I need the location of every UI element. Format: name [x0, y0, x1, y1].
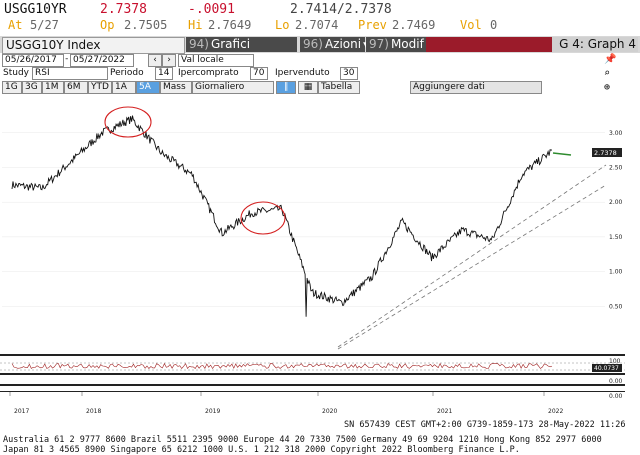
y-tick-label: 1.00 [609, 269, 623, 276]
crosshair-icon[interactable]: ⊕ [604, 82, 611, 93]
rsi-value-tag-text: 40.0737 [594, 365, 619, 372]
y-tick-label: 2.50 [609, 164, 623, 171]
trend-channel-lower [337, 184, 607, 350]
x-tick-label: 2018 [86, 408, 101, 415]
line-chart-icon: ∥ [283, 82, 289, 92]
tab3-label: Modif [390, 37, 424, 51]
y-tick-label: 0.50 [609, 303, 623, 310]
range-button-5a[interactable]: 5A [136, 81, 160, 94]
vol-label: Vol [460, 18, 482, 32]
rsi-separator [0, 373, 625, 375]
date-separator: - [64, 54, 70, 64]
range-button-6m[interactable]: 6M [64, 81, 88, 94]
range-button-ytd[interactable]: YTD [88, 81, 112, 94]
lo-label: Lo [275, 18, 290, 32]
chevron-left-icon: ‹ [153, 55, 157, 65]
next-period-button[interactable]: › [162, 54, 176, 67]
last-price-line [552, 152, 572, 156]
hi-value: 2.7649 [208, 18, 252, 32]
bid-ask: 2.7414/2.7378 [290, 2, 392, 17]
pane-separator [0, 354, 625, 356]
op-label: Op [100, 18, 115, 32]
x-tick-label: 2019 [205, 408, 220, 415]
hi-label: Hi [188, 18, 203, 32]
overbought-label: Ipercomprato [178, 68, 239, 78]
date-from-input[interactable]: 05/26/2017 [2, 54, 64, 67]
range-button-3g[interactable]: 3G [22, 81, 42, 94]
x-tick-label: 2022 [548, 408, 563, 415]
rsi-line [11, 362, 553, 370]
highlight-circle-2019 [240, 201, 286, 235]
x-tick-label: 2017 [14, 408, 29, 415]
magnifier-icon[interactable]: ⌕ [604, 68, 611, 79]
price-change: -.0091 [188, 2, 235, 17]
period-label: Periodo [110, 68, 144, 78]
security-field[interactable]: USGG10Y Index [2, 37, 185, 54]
view-select[interactable]: Val locale [178, 54, 254, 67]
overbought-input[interactable]: 70 [250, 67, 268, 80]
status-line: SN 657439 CEST GMT+2:00 G739-1859-173 28… [344, 420, 626, 430]
y-tick-label: 1.50 [609, 234, 623, 241]
y-tick-label: 3.00 [609, 130, 623, 137]
table-icon: ▦ [303, 82, 313, 92]
chart-background [0, 95, 640, 425]
last-price: 2.7378 [100, 2, 147, 17]
chart-type-button[interactable]: ∥ [276, 81, 296, 94]
ticker: USGG10YR [4, 2, 67, 17]
price-chart[interactable]: 0.50 1.00 1.50 2.00 2.50 3.00 2017 2018 2019 202… [0, 95, 640, 425]
rsi-tick-100: 100 [609, 358, 621, 365]
x-tick-label: 2021 [437, 408, 452, 415]
prev-period-button[interactable]: ‹ [148, 54, 162, 67]
actions-button[interactable]: 96)Azioni▼ [300, 37, 370, 52]
pin-icon[interactable]: 📌 [604, 54, 617, 65]
op-value: 2.7505 [124, 18, 168, 32]
contact-line-1: Australia 61 2 9777 8600 Brazil 5511 239… [3, 435, 602, 445]
rsi-value-tag [592, 364, 622, 372]
study-label: Study [3, 68, 29, 78]
range-button-giornaliero[interactable]: Giornaliero [192, 81, 274, 94]
at-value: 5/27 [30, 18, 59, 32]
volume-separator [0, 384, 625, 386]
trend-channel-upper [337, 164, 607, 348]
lo-value: 2.7074 [295, 18, 339, 32]
volume-tick-zero: 0.00 [609, 378, 623, 385]
prev-label: Prev [358, 18, 387, 32]
range-button-1g[interactable]: 1G [2, 81, 22, 94]
security-text: USGG10Y Index [6, 38, 101, 52]
oversold-label: Ipervenduto [275, 68, 330, 78]
tab2-label: Azioni [324, 37, 362, 51]
oversold-input[interactable]: 30 [340, 67, 358, 80]
add-data-button[interactable]: Aggiungere dati [410, 81, 542, 94]
bottom-tick-zero: 0.00 [609, 393, 623, 400]
prev-value: 2.7469 [392, 18, 436, 32]
period-input[interactable]: 14 [155, 67, 173, 80]
contact-line-2: Japan 81 3 4565 8900 Singapore 65 6212 1… [3, 445, 520, 455]
tab1-num: 94) [189, 37, 209, 51]
title-bar-red [426, 37, 552, 52]
last-price-tag [592, 148, 622, 157]
at-label: At [8, 18, 23, 32]
tab2-num: 96) [303, 37, 323, 51]
suggested-charts-button[interactable]: 94)Grafici suggeriti [186, 37, 297, 66]
last-price-tag-text: 2.7378 [594, 149, 617, 157]
range-button-mass[interactable]: Mass [160, 81, 192, 94]
graph-label: G 4: Graph 4 [552, 37, 638, 52]
table-button[interactable]: Tabella [318, 81, 360, 94]
range-button-1m[interactable]: 1M [42, 81, 64, 94]
x-tick-label: 2020 [322, 408, 337, 415]
tab3-num: 97) [369, 37, 389, 51]
date-to-input[interactable]: 05/27/2022 [70, 54, 134, 67]
highlight-circle-2018 [104, 106, 152, 138]
chevron-right-icon: › [167, 55, 171, 65]
study-select[interactable]: RSI [32, 67, 108, 80]
y-tick-label: 2.00 [609, 199, 623, 206]
vol-value: 0 [490, 18, 498, 32]
bottom-rule [0, 391, 625, 392]
table-icon-button[interactable]: ▦ [298, 81, 318, 94]
range-button-1a[interactable]: 1A [112, 81, 136, 94]
modify-button[interactable]: 97)Modif▼ [366, 37, 433, 52]
